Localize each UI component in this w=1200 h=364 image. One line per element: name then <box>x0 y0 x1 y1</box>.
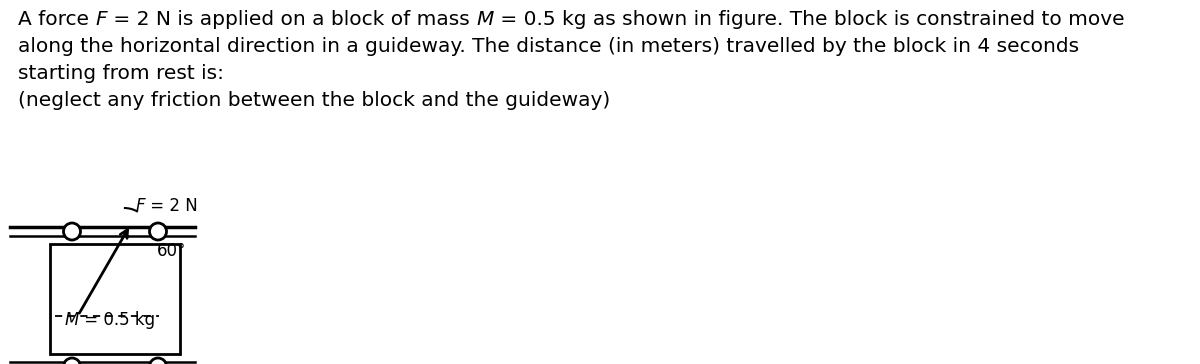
Text: F: F <box>136 197 145 214</box>
Circle shape <box>150 358 167 364</box>
Text: M: M <box>476 10 493 29</box>
Text: M: M <box>65 311 79 329</box>
Bar <box>50 244 180 354</box>
Text: = 2 N is applied on a block of mass: = 2 N is applied on a block of mass <box>107 10 476 29</box>
Circle shape <box>64 358 80 364</box>
Text: A force: A force <box>18 10 95 29</box>
Circle shape <box>64 223 80 240</box>
Circle shape <box>150 223 167 240</box>
Text: (neglect any friction between the block and the guideway): (neglect any friction between the block … <box>18 91 611 110</box>
Text: = 2 N: = 2 N <box>145 197 198 214</box>
Text: = 0.5 kg as shown in figure. The block is constrained to move: = 0.5 kg as shown in figure. The block i… <box>493 10 1124 29</box>
Text: = 0.5 kg: = 0.5 kg <box>79 311 156 329</box>
Text: along the horizontal direction in a guideway. The distance (in meters) travelled: along the horizontal direction in a guid… <box>18 37 1079 56</box>
Text: 60°: 60° <box>157 242 186 260</box>
Text: starting from rest is:: starting from rest is: <box>18 64 224 83</box>
Text: F: F <box>95 10 107 29</box>
